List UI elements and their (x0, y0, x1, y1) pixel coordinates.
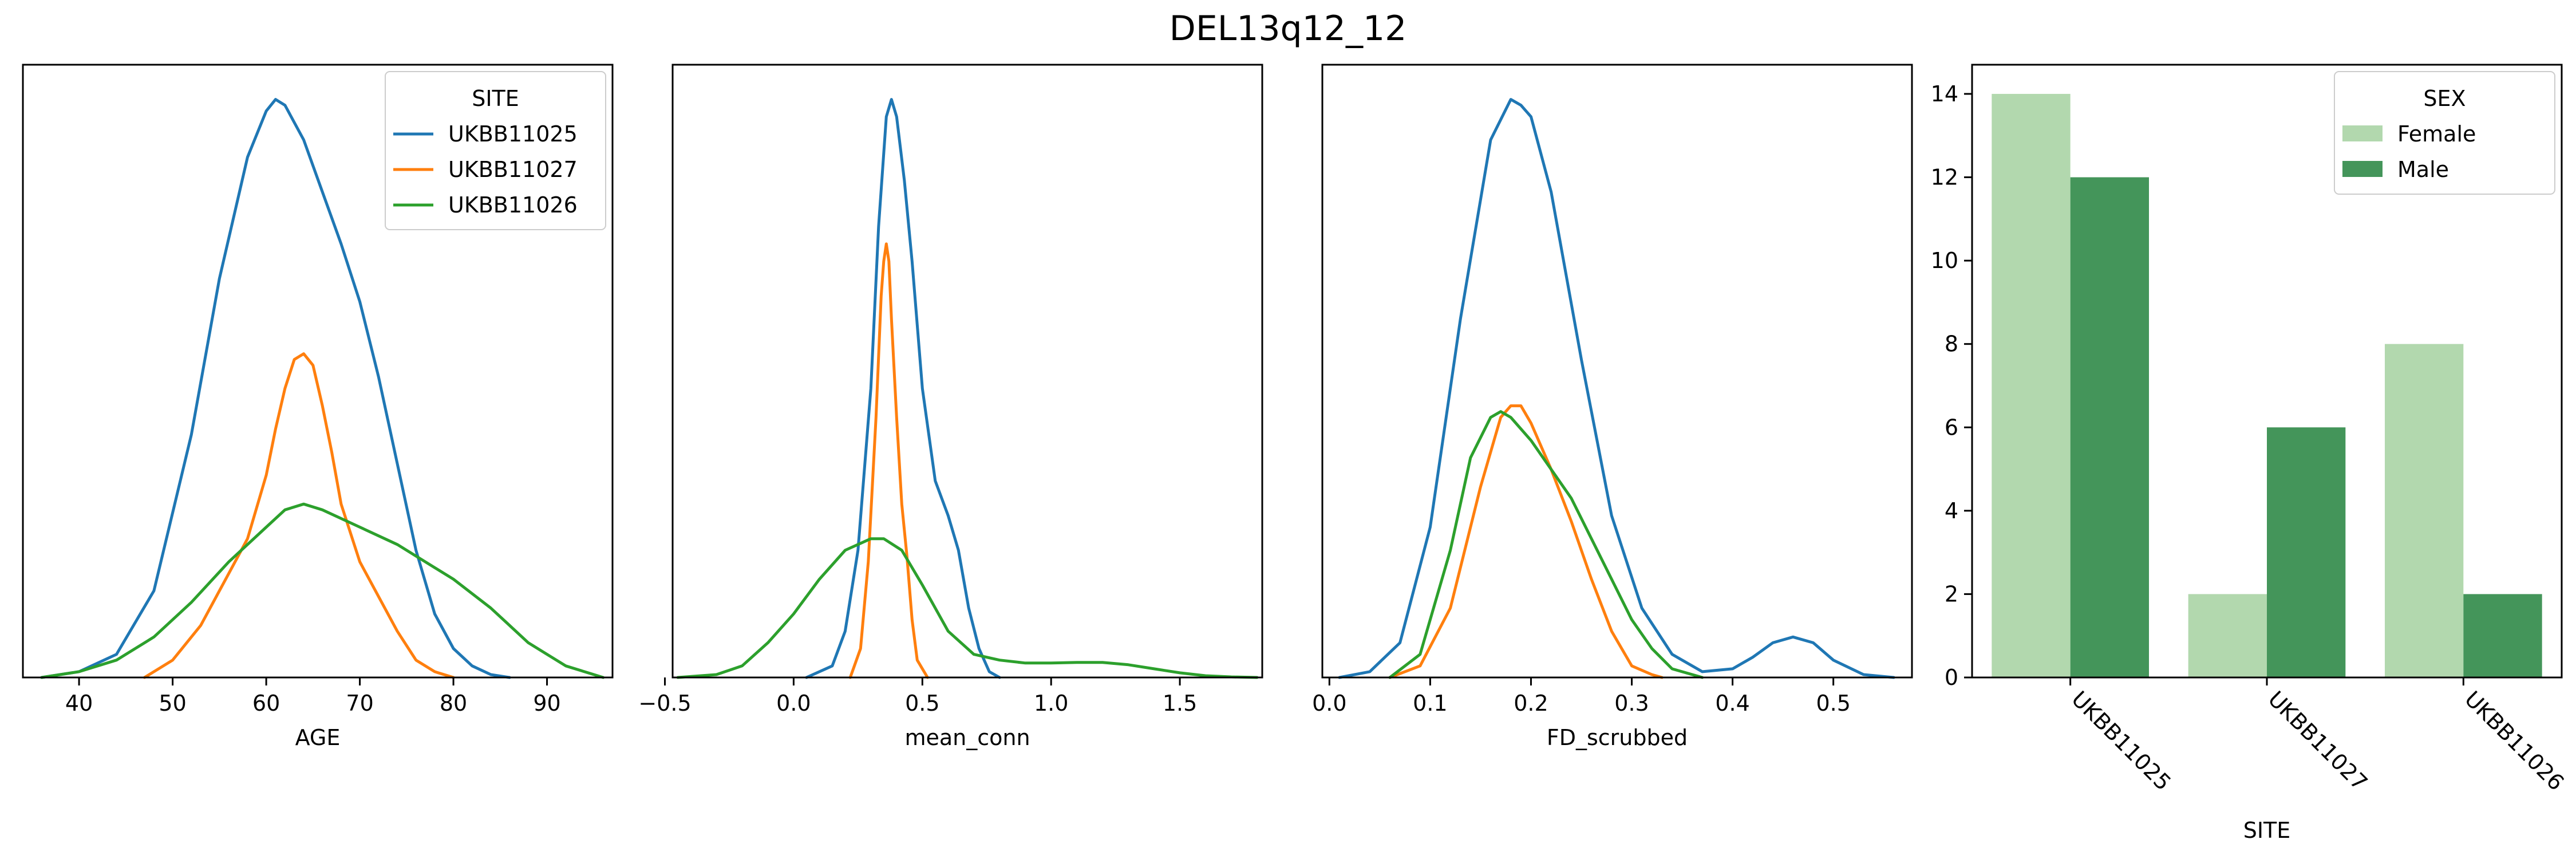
kde-line-UKBB11027 (848, 242, 929, 679)
kde-line-UKBB11026 (676, 537, 1259, 679)
bar-Female-UKBB11025 (1992, 93, 2071, 677)
chart-panel-1: 40 50 60 70 80 90 AGE SITE UKBB11025 UKBB11027 UKB… (22, 64, 614, 750)
legend-label: Female (2397, 121, 2476, 147)
x-tick-label: 70 (346, 691, 373, 716)
y-tick-label: 0 (1945, 665, 1958, 690)
x-tick-label: UKBB11026 (2460, 686, 2569, 795)
x-axis-label: SITE (2243, 818, 2291, 843)
legend-swatch (2342, 125, 2383, 141)
y-tick-label: 8 (1945, 332, 1958, 357)
axes-frame (671, 64, 1263, 679)
y-tick-label: 6 (1945, 415, 1958, 440)
x-tick-label: 0.5 (905, 691, 939, 716)
kde-line-UKBB11026 (1388, 410, 1704, 679)
y-tick-label: 14 (1931, 81, 1958, 107)
legend-title: SITE (472, 86, 519, 111)
x-tick-label: 40 (65, 691, 93, 716)
legend-label: UKBB11025 (448, 121, 578, 147)
figure-title: DEL13q12_12 (1170, 9, 1407, 49)
chart-panels: 40 50 60 70 80 90AGESITEUKBB11025UKBB11027UKB… (22, 64, 2569, 843)
bar-Male-UKBB11026 (2463, 594, 2542, 677)
chart-panel-4: 0 2 4 6 8 10 12 14 UKBB11025 UKBB11027 UKBB11026 SI… (1931, 64, 2569, 843)
y-tick-label: 12 (1931, 165, 1958, 190)
x-axis-label: FD_scrubbed (1547, 725, 1688, 750)
legend-frame (2334, 71, 2555, 195)
legend-label: Male (2397, 157, 2449, 182)
x-tick-label: 0.1 (1413, 691, 1447, 716)
legend: SITE UKBB11025 UKBB11027 UKBB11026 (385, 71, 606, 230)
chart-panel-3: 0.0 0.1 0.2 0.3 0.4 0.5 FD_scrubbed (1312, 64, 1913, 750)
legend-frame (385, 71, 606, 230)
x-tick-label: 0.0 (1312, 691, 1346, 716)
x-axis-label: mean_conn (904, 725, 1030, 750)
x-tick-label: 1.0 (1034, 691, 1068, 716)
kde-line-UKBB11025 (805, 98, 1001, 679)
x-tick-label: 60 (252, 691, 280, 716)
axes-frame (22, 64, 614, 679)
x-tick-label: 1.5 (1163, 691, 1197, 716)
x-tick-label: UKBB11025 (2067, 686, 2176, 795)
x-tick-label: 50 (159, 691, 186, 716)
axes-frame (1321, 64, 1913, 679)
kde-line-UKBB11027 (1388, 404, 1664, 679)
x-tick-label: −0.5 (638, 691, 691, 716)
kde-line-UKBB11025 (1338, 98, 1895, 679)
y-tick-label: 2 (1945, 581, 1958, 606)
kde-line-UKBB11026 (40, 502, 605, 679)
y-tick-label: 10 (1931, 248, 1958, 273)
bar-Male-UKBB11027 (2267, 427, 2346, 677)
legend-title: SEX (2423, 86, 2466, 111)
legend-swatch (2342, 161, 2383, 177)
legend: SEX Female Male (2334, 71, 2555, 195)
bar-Female-UKBB11027 (2188, 594, 2267, 677)
x-tick-label: UKBB11027 (2263, 686, 2373, 795)
x-axis-label: AGE (295, 725, 341, 750)
bar-Female-UKBB11026 (2385, 344, 2464, 677)
legend-label: UKBB11027 (448, 157, 578, 182)
x-tick-label: 0.5 (1816, 691, 1850, 716)
chart-panel-2: −0.5 0.0 0.5 1.0 1.5 mean_conn (638, 64, 1263, 750)
kde-line-UKBB11027 (143, 352, 455, 679)
x-tick-label: 0.2 (1514, 691, 1548, 716)
bar-Male-UKBB11025 (2070, 177, 2149, 677)
x-tick-label: 0.3 (1614, 691, 1649, 716)
x-tick-label: 90 (533, 691, 560, 716)
x-tick-label: 80 (440, 691, 467, 716)
legend-label: UKBB11026 (448, 192, 578, 218)
x-tick-label: 0.4 (1715, 691, 1749, 716)
kde-line-UKBB11025 (40, 98, 511, 679)
y-tick-label: 4 (1945, 498, 1958, 523)
x-tick-label: 0.0 (776, 691, 811, 716)
